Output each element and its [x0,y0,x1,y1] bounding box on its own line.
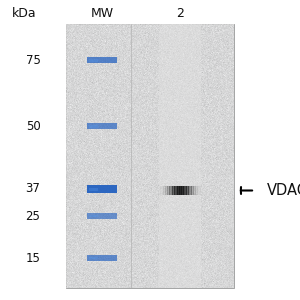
Bar [162,186,163,195]
Bar [169,186,170,195]
Bar [194,186,195,195]
Bar [159,186,160,195]
Bar [179,186,180,195]
Bar [88,59,98,61]
Bar [188,186,189,195]
Bar [176,186,178,195]
Bar [200,186,201,195]
Bar [164,186,165,195]
Bar [192,186,193,195]
Bar [178,186,179,195]
Bar [197,186,199,195]
Bar [199,186,200,195]
Bar [160,186,161,195]
Bar [195,186,196,195]
Bar [88,257,98,259]
Text: 75: 75 [26,53,40,67]
Bar [88,215,98,217]
Bar [185,186,186,195]
Bar [167,186,168,195]
Bar [191,186,192,195]
Bar [87,213,117,219]
Bar [163,186,164,195]
Bar [172,186,173,195]
Bar [87,123,117,129]
Bar [88,188,98,191]
Bar [176,186,177,195]
Bar [166,186,167,195]
Bar [188,186,189,195]
Bar [174,186,175,195]
Bar [190,186,191,195]
Bar [198,186,199,195]
Bar [170,186,171,195]
Bar [87,255,117,261]
Bar [160,186,161,195]
Text: 2: 2 [176,7,184,20]
Bar [87,185,117,193]
Bar [187,186,188,195]
Bar [189,186,190,195]
Bar [163,186,164,195]
Bar [196,186,197,195]
Bar [193,186,194,195]
Bar [175,186,176,195]
Bar [182,186,183,195]
FancyBboxPatch shape [66,24,234,288]
Bar [169,186,170,195]
Bar [195,186,196,195]
Bar [193,186,194,195]
Bar [186,186,187,195]
Text: MW: MW [90,7,114,20]
Bar [186,186,187,195]
Text: 37: 37 [26,182,40,196]
Bar [88,125,98,128]
Text: 25: 25 [26,209,40,223]
Bar [197,186,198,195]
Bar [165,186,166,195]
Bar [174,186,175,195]
Bar [181,186,182,195]
Bar [184,186,185,195]
Bar [87,57,117,63]
Bar [167,186,168,195]
Text: kDa: kDa [12,7,36,20]
Bar [161,186,162,195]
Text: 15: 15 [26,251,40,265]
Bar [183,186,184,195]
Bar [178,186,180,195]
Bar [177,186,178,195]
Bar [200,186,201,195]
Bar [165,186,166,195]
Bar [171,186,172,195]
Text: VDAC1: VDAC1 [267,183,300,198]
Bar [180,186,181,195]
Bar [173,186,174,195]
Bar [190,186,191,195]
Text: 50: 50 [26,119,40,133]
Bar [168,186,169,195]
